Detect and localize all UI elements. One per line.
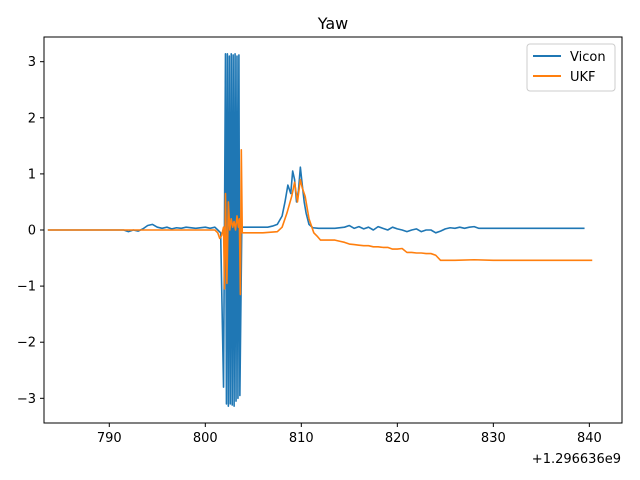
y-axis: −3 −2 −1 0 1 2 3	[17, 55, 44, 407]
plot-area	[43, 36, 623, 424]
x-tick-label: 800	[193, 431, 218, 446]
x-tick-label: 830	[481, 431, 506, 446]
x-axis: 790 800 810 820 830 840	[97, 423, 602, 446]
legend-label-ukf: UKF	[570, 70, 596, 85]
y-tick-label: 2	[28, 111, 36, 126]
x-tick-label: 790	[97, 431, 122, 446]
legend-label-vicon: Vicon	[570, 50, 606, 65]
series-line-vicon	[47, 53, 585, 407]
y-tick-label: −1	[17, 280, 36, 295]
y-tick-label: −2	[17, 336, 36, 351]
y-tick-label: 3	[28, 55, 36, 70]
x-offset-label: +1.296636e9	[532, 452, 621, 467]
legend: Vicon UKF	[526, 43, 616, 92]
x-tick-label: 840	[577, 431, 602, 446]
y-tick-label: 1	[28, 167, 36, 182]
x-tick-label: 810	[289, 431, 314, 446]
series-layer	[47, 53, 593, 407]
y-tick-label: −3	[17, 392, 36, 407]
x-tick-label: 820	[385, 431, 410, 446]
y-tick-label: 0	[28, 224, 36, 239]
chart-title: Yaw	[317, 14, 348, 33]
series-line-ukf	[47, 148, 593, 296]
